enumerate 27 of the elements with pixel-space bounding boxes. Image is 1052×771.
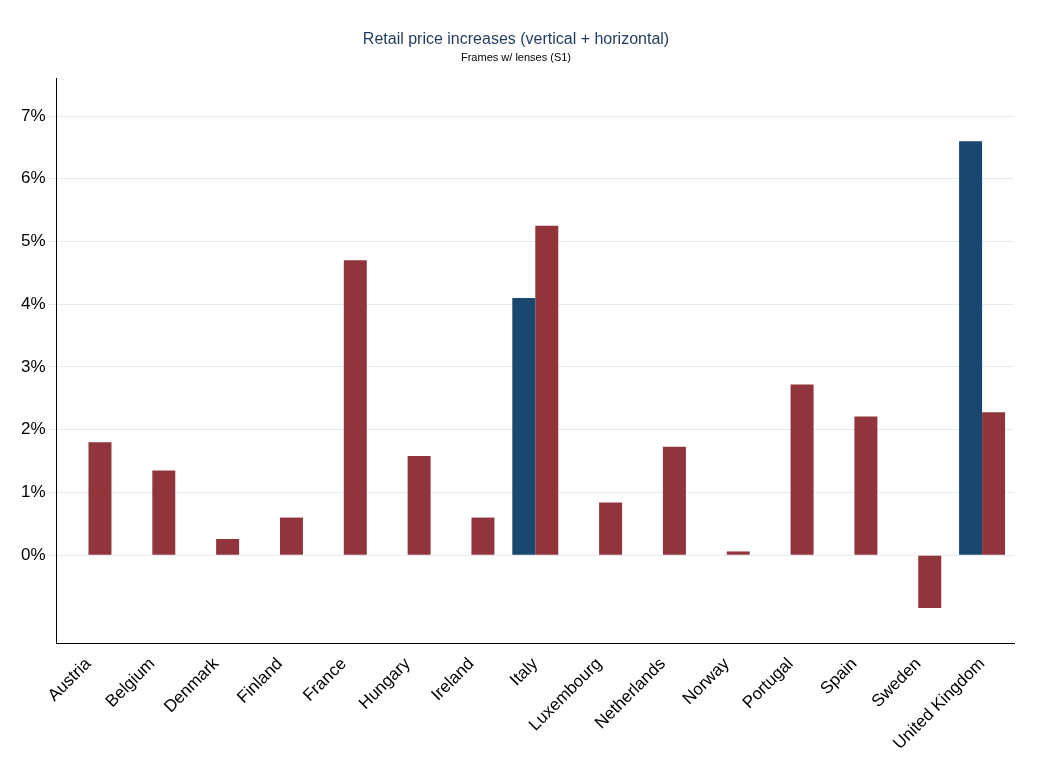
bar bbox=[662, 446, 686, 555]
y-tick-label: 2% bbox=[20, 419, 46, 439]
bar bbox=[407, 456, 431, 555]
bar bbox=[152, 470, 176, 555]
bar bbox=[343, 260, 367, 555]
bar bbox=[726, 551, 750, 555]
chart-title: Retail price increases (vertical + horizontal) bbox=[362, 30, 670, 48]
y-tick-label: 6% bbox=[20, 168, 46, 188]
bar bbox=[216, 538, 240, 555]
y-tick-label: 4% bbox=[20, 293, 46, 313]
chart-subtitle: Frames w/ lenses (S1) bbox=[460, 50, 572, 63]
bar bbox=[535, 225, 559, 555]
y-tick-label: 3% bbox=[20, 356, 46, 376]
bar bbox=[88, 442, 112, 555]
bar bbox=[279, 517, 303, 555]
y-tick-label: 0% bbox=[20, 544, 46, 564]
bar bbox=[471, 517, 495, 555]
bar bbox=[854, 416, 878, 555]
bar bbox=[599, 502, 623, 555]
bar bbox=[959, 141, 983, 555]
bar bbox=[918, 555, 942, 608]
y-tick-label: 7% bbox=[20, 105, 46, 125]
bar bbox=[982, 412, 1006, 555]
bar bbox=[512, 297, 536, 555]
bar bbox=[790, 384, 814, 555]
y-tick-label: 1% bbox=[20, 482, 46, 502]
y-tick-label: 5% bbox=[20, 231, 46, 251]
